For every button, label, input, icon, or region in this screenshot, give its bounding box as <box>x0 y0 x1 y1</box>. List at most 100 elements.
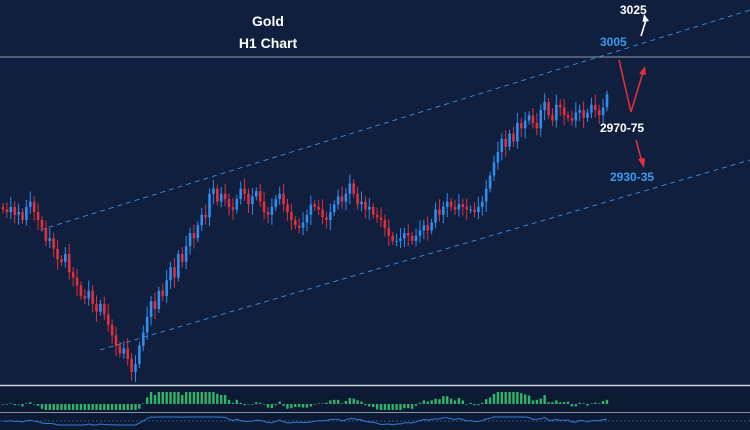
candle-body <box>340 196 344 202</box>
candle-body <box>126 348 129 359</box>
histogram-bar <box>403 404 406 409</box>
candle-body <box>457 204 461 210</box>
candle-body <box>122 348 126 354</box>
histogram-bar <box>356 400 359 404</box>
histogram-bar <box>255 402 258 404</box>
candle-body <box>208 193 211 218</box>
candle-body <box>422 225 426 231</box>
candle-body <box>247 193 250 205</box>
candle-body <box>527 115 531 121</box>
candle-body <box>1 206 5 210</box>
price-candles <box>1 90 609 383</box>
channel-upper-line <box>39 9 750 231</box>
histogram-bar <box>169 392 172 404</box>
histogram-bar <box>531 400 535 404</box>
histogram-bar <box>313 404 316 405</box>
histogram-bar <box>274 404 277 406</box>
histogram-bar <box>99 404 102 410</box>
histogram-bar <box>32 404 36 405</box>
candle-body <box>223 193 227 200</box>
candle-body <box>555 104 558 121</box>
candle-body <box>325 217 328 220</box>
histogram-bar <box>126 404 129 410</box>
histogram-bar <box>336 399 340 404</box>
histogram-bar <box>36 404 40 406</box>
candle-body <box>212 188 215 194</box>
histogram-bar <box>204 392 207 404</box>
candle-body <box>403 233 406 239</box>
histogram-bar <box>457 398 461 404</box>
candle-body <box>582 110 585 118</box>
histogram-bar <box>68 404 71 410</box>
histogram-bar <box>539 398 542 404</box>
histogram-bar <box>29 402 32 404</box>
candle-body <box>141 332 145 346</box>
candle-body <box>177 254 180 278</box>
candle-body <box>17 212 20 215</box>
lower-target-arrow-line <box>635 139 643 163</box>
histogram-bar <box>333 399 336 404</box>
candle-body <box>578 110 582 113</box>
candle-body <box>79 285 83 296</box>
candle-body <box>91 290 94 304</box>
histogram-bar <box>485 399 488 404</box>
histogram-bar <box>555 400 558 404</box>
chart-subtitle: H1 Chart <box>239 35 298 51</box>
histogram-bar <box>79 404 83 410</box>
histogram-bar <box>321 403 324 404</box>
histogram-bar <box>71 404 75 410</box>
histogram-bar <box>173 392 176 404</box>
candle-body <box>99 303 102 312</box>
histogram-bar <box>469 402 472 404</box>
histogram-bar <box>348 398 352 404</box>
histogram-bar <box>586 404 589 406</box>
histogram-bar <box>223 395 227 404</box>
candle-body <box>469 209 472 211</box>
histogram-bar <box>142 403 145 404</box>
histogram-bar <box>231 402 235 404</box>
candle-body <box>329 212 332 220</box>
candle-body <box>56 248 59 260</box>
histogram-bar <box>286 404 289 409</box>
candle-body <box>145 316 149 333</box>
candle-body <box>188 233 192 247</box>
histogram-bar <box>570 404 574 407</box>
histogram-bar <box>492 393 496 404</box>
histogram-bar <box>566 401 570 404</box>
candle-body <box>231 206 235 210</box>
candle-body <box>367 206 371 210</box>
candle-body <box>95 303 98 312</box>
candle-body <box>165 280 168 296</box>
candle-body <box>251 196 254 205</box>
histogram-bar <box>383 404 387 410</box>
histogram-bar <box>590 403 593 404</box>
histogram-bar <box>103 404 106 410</box>
chart-title: Gold <box>252 13 284 29</box>
histogram-bar <box>438 399 441 404</box>
histogram-bar <box>594 402 597 404</box>
candle-body <box>442 206 445 215</box>
histogram-bar <box>122 404 125 410</box>
histogram-bar <box>114 404 118 410</box>
histogram-bar <box>574 404 578 407</box>
target-label-2970-75: 2970-75 <box>600 121 644 135</box>
histogram-bar <box>290 404 293 409</box>
histogram-bar <box>508 392 511 404</box>
histogram-bar <box>95 404 98 410</box>
candle-body <box>270 206 274 215</box>
candle-body <box>161 290 165 296</box>
projection-arrows <box>618 14 649 168</box>
candle-body <box>492 162 496 176</box>
candle-body <box>216 188 219 202</box>
candle-body <box>71 272 75 278</box>
histogram-bar <box>481 402 484 404</box>
histogram-bar <box>262 404 266 405</box>
histogram-bar <box>446 396 449 404</box>
histogram-bar <box>52 404 55 410</box>
histogram-bar <box>5 404 9 405</box>
candle-body <box>594 104 597 110</box>
down-arrow-line <box>618 59 632 113</box>
candle-body <box>597 110 601 116</box>
histogram-bar <box>598 403 601 404</box>
